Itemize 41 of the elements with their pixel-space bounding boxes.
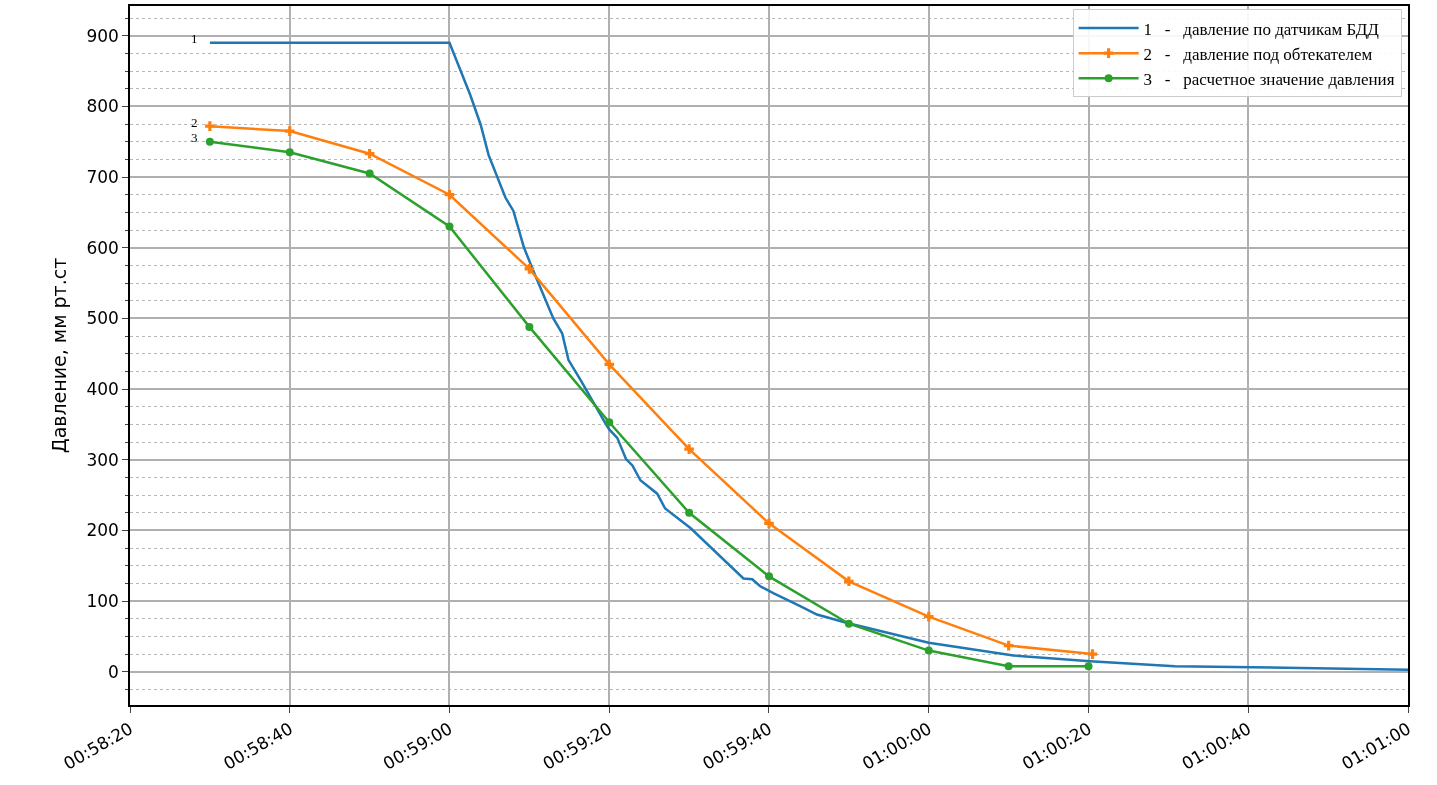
y-tick-label: 400 <box>86 379 119 400</box>
y-tick-label: 700 <box>86 166 119 187</box>
point <box>764 518 774 529</box>
point <box>525 322 534 331</box>
point <box>685 508 694 517</box>
point <box>844 576 854 587</box>
annotation: 2 <box>191 115 198 130</box>
point <box>844 619 853 628</box>
point <box>604 359 615 370</box>
point <box>924 646 933 655</box>
point <box>284 126 295 136</box>
point <box>605 418 614 427</box>
point <box>365 169 374 178</box>
point <box>524 264 535 274</box>
point <box>1084 662 1093 671</box>
point <box>445 222 454 231</box>
point <box>205 137 214 146</box>
y-tick-label: 100 <box>86 591 119 612</box>
annotation: 1 <box>191 31 198 46</box>
y-tick-label: 800 <box>86 96 119 117</box>
point <box>1004 662 1013 671</box>
point <box>923 611 934 622</box>
y-axis-title: Давление, мм рт.ст <box>47 257 70 454</box>
annotation: 3 <box>191 130 198 145</box>
y-tick-label: 200 <box>86 520 119 541</box>
point <box>364 148 375 159</box>
line-series <box>208 41 1408 671</box>
legend-label: 1 - давление по датчикам БДД <box>1143 19 1380 39</box>
point <box>285 148 294 157</box>
y-tick-label: 600 <box>86 237 119 258</box>
point <box>684 444 694 454</box>
point <box>205 121 215 131</box>
point <box>764 572 773 581</box>
point <box>444 189 455 200</box>
y-tick-label: 0 <box>108 661 119 682</box>
point <box>1087 649 1098 659</box>
y-tick-label: 500 <box>86 308 119 329</box>
legend-label: 3 - расчетное значение давления <box>1143 69 1395 89</box>
y-tick-label: 900 <box>86 25 119 46</box>
legend-label: 2 - давление под обтекателем <box>1143 44 1373 64</box>
y-tick-label: 300 <box>86 449 119 470</box>
